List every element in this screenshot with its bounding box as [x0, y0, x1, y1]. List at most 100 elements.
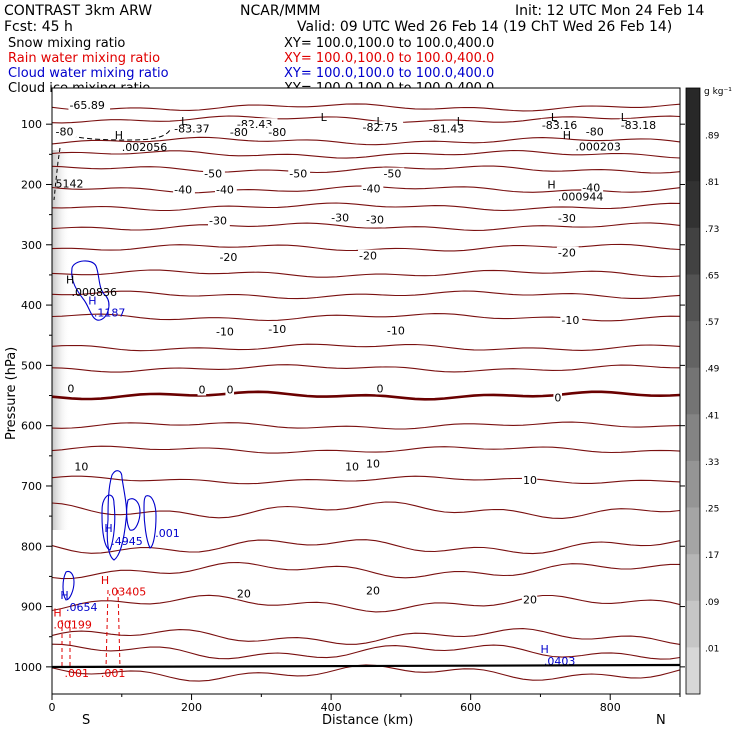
contour-label: -10 — [561, 314, 579, 327]
cloud-water-contour — [126, 498, 141, 531]
contour-label-background — [365, 457, 381, 470]
isotherm-line — [52, 202, 680, 212]
legend-cloud-water-label: Cloud water mixing ratio — [8, 66, 169, 81]
contour-label-background — [553, 391, 562, 404]
colorbar-tick-label: .89 — [705, 132, 720, 142]
isotherm-line — [52, 421, 680, 430]
contour-label-background — [66, 382, 75, 395]
contour-label: -30 — [366, 213, 384, 226]
contour-label-background — [365, 213, 387, 226]
x-tick-label: 0 — [49, 701, 56, 714]
colorbar-swatch — [686, 554, 700, 602]
isotherm-line — [52, 115, 680, 124]
contour-label: -80 — [230, 126, 248, 139]
isotherm-line — [52, 643, 680, 660]
contour-label-background — [382, 167, 405, 180]
forecast-hour: Fcst: 45 h — [4, 19, 73, 35]
isotherm-line — [52, 165, 680, 174]
legend-cloud-water-xy: XY= 100.0,100.0 to 100.0,400.0 — [284, 66, 494, 81]
contour-label: 0 — [226, 383, 233, 396]
extremum-label: .001 — [155, 527, 180, 540]
isotherm-line — [52, 501, 680, 519]
x-axis-title: Distance (km) — [322, 713, 413, 728]
isotherm-line — [52, 594, 680, 613]
contour-label: -30 — [558, 212, 576, 225]
ground-surface-line — [51, 663, 681, 669]
legend-rain-xy: XY= 100.0,100.0 to 100.0,400.0 — [284, 51, 494, 66]
contour-label-background — [522, 593, 538, 606]
x-tick-label: 400 — [321, 701, 342, 714]
contour-label: 20 — [237, 587, 251, 600]
contour-label: -40 — [582, 181, 600, 194]
colorbar-tick-label: .73 — [705, 225, 719, 235]
contour-label-background — [427, 122, 470, 135]
contour-label: -83.37 — [174, 122, 209, 135]
colorbar-swatch — [686, 181, 700, 229]
low-marker: L — [376, 115, 383, 128]
colorbar-swatch — [686, 414, 700, 462]
colorbar-tick-label: .01 — [705, 644, 719, 654]
extremum-label: .001 — [65, 667, 90, 680]
isotherm-line — [52, 628, 680, 645]
y-tick-label: 1000 — [14, 661, 42, 674]
contour-label-background — [208, 214, 230, 227]
contour-label-background — [365, 584, 381, 597]
y-tick-label: 900 — [21, 601, 42, 614]
legend-snow-label: Snow mixing ratio — [8, 36, 125, 51]
contour-label-background — [288, 167, 311, 180]
isotherm-line — [52, 290, 680, 300]
x-tick-label: 600 — [460, 701, 481, 714]
y-tick-label: 500 — [21, 359, 42, 372]
low-marker: L — [621, 111, 628, 124]
contour-label-background — [225, 383, 235, 396]
colorbar-swatch — [686, 88, 700, 136]
isotherm-line — [52, 539, 680, 555]
contour-label-background — [556, 212, 579, 225]
contour-label: -80 — [55, 125, 73, 138]
isotherm-line — [52, 475, 680, 485]
colorbar-swatch — [686, 507, 700, 555]
contour-label: 20 — [523, 593, 537, 606]
low-marker: L — [321, 111, 328, 124]
y-axis-title: Pressure (hPa) — [4, 347, 19, 440]
contour-label-background — [522, 473, 538, 486]
contour-label-background — [330, 211, 352, 224]
contour-label-background — [581, 181, 604, 194]
extremum-label: H — [101, 574, 109, 587]
contour-label-background — [73, 460, 89, 473]
extremum-label: .03405 — [108, 585, 147, 598]
rain-contour — [61, 620, 71, 668]
contour-label-background — [173, 122, 215, 135]
y-tick-label: 400 — [21, 299, 42, 312]
cloud-water-contour — [71, 260, 110, 321]
contour-label-background — [235, 587, 252, 600]
colorbar-swatch — [686, 134, 700, 182]
contour-label: 0 — [554, 391, 561, 404]
contour-label: 20 — [366, 584, 380, 597]
colorbar: .01 .09 .17 .25 .33 .41 .49 .57 .65 .73 .81 .89 — [685, 87, 720, 695]
contour-label: -30 — [209, 215, 227, 228]
colorbar-tick-label: .33 — [705, 458, 719, 468]
extremum-label: .000836 — [72, 286, 118, 299]
contour-label-background — [173, 183, 195, 196]
contour-label: -40 — [174, 183, 192, 196]
contour-label-background — [197, 383, 207, 396]
colorbar-unit: g kg⁻¹ — [704, 87, 732, 97]
isotherm-line — [52, 561, 680, 580]
isotherm-zero-line — [52, 390, 680, 401]
colorbar-tick-label: .41 — [705, 411, 719, 421]
contour-label: 0 — [199, 383, 206, 396]
contour-label: 10 — [74, 461, 88, 474]
contour-label-background — [203, 167, 225, 180]
colorbar-tick-label: .81 — [705, 178, 719, 188]
contour-label-background — [361, 182, 384, 195]
contour-label: -10 — [387, 324, 405, 337]
contour-label: -20 — [359, 250, 377, 263]
extremum-label: H — [540, 643, 548, 656]
contour-label: -83.16 — [542, 119, 577, 132]
extremum-label: .002056 — [122, 141, 167, 154]
extremum-label: H — [88, 294, 96, 307]
